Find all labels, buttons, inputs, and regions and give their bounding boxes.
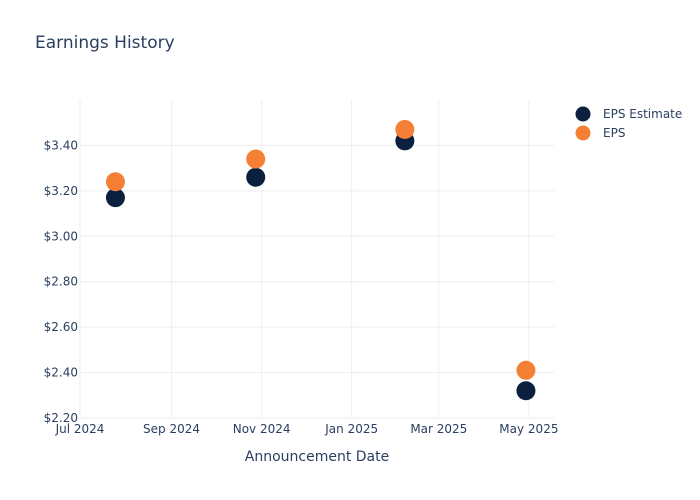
legend-item-eps[interactable]: EPS xyxy=(575,125,626,141)
point-eps-2[interactable] xyxy=(395,120,415,140)
point-eps-0[interactable] xyxy=(105,172,125,192)
x-tick-labels: Jul 2024 Sep 2024 Nov 2024 Jan 2025 Mar 2025… xyxy=(55,422,559,436)
chart-title: Earnings History xyxy=(35,33,175,53)
legend-marker xyxy=(575,106,591,122)
point-eps-1[interactable] xyxy=(246,149,266,169)
point-eps-estimate-0[interactable] xyxy=(105,188,125,208)
x-axis-title: Announcement Date xyxy=(245,449,389,465)
x-tick-label: Mar 2025 xyxy=(410,422,467,436)
grid-lines xyxy=(79,100,554,419)
y-tick-label: $2.40 xyxy=(44,366,78,380)
y-tick-label: $3.40 xyxy=(44,138,78,152)
y-tick-label: $2.60 xyxy=(44,320,78,334)
legend-label: EPS Estimate xyxy=(603,107,682,121)
x-tick-label: Sep 2024 xyxy=(143,422,200,436)
y-tick-label: $2.20 xyxy=(44,411,78,425)
legend-item-eps-estimate[interactable]: EPS Estimate xyxy=(575,106,683,122)
point-eps-estimate-1[interactable] xyxy=(246,167,266,187)
y-tick-label: $2.80 xyxy=(44,275,78,289)
x-tick-label: Jul 2024 xyxy=(55,422,105,436)
x-tick-label: May 2025 xyxy=(499,422,558,436)
y-tick-label: $3.00 xyxy=(44,229,78,243)
point-eps-estimate-3[interactable] xyxy=(516,381,536,401)
point-eps-3[interactable] xyxy=(516,360,536,380)
x-tick-label: Jan 2025 xyxy=(324,422,378,436)
y-tick-labels: $2.20 $2.40 $2.60 $2.80 $3.00 $3.20 $3.40 xyxy=(44,138,78,425)
legend-marker xyxy=(575,125,591,141)
y-tick-label: $3.20 xyxy=(44,184,78,198)
legend-label: EPS xyxy=(603,126,625,140)
x-tick-label: Nov 2024 xyxy=(233,422,291,436)
legend[interactable]: EPS Estimate EPS xyxy=(575,106,683,141)
data-points xyxy=(105,120,536,401)
